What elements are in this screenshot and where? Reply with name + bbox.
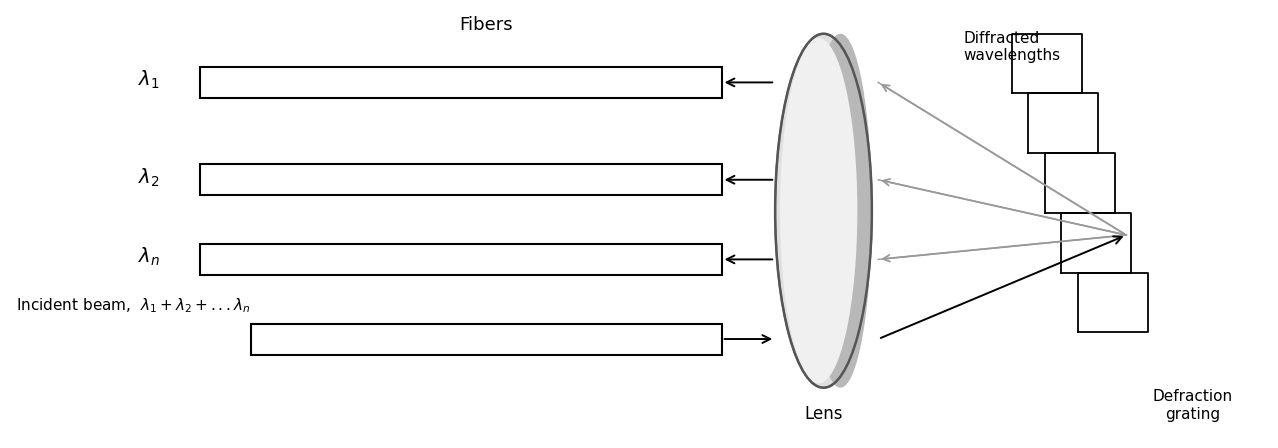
Text: $\lambda_n$: $\lambda_n$	[138, 246, 160, 268]
Ellipse shape	[780, 38, 858, 383]
Bar	[250, 323, 722, 354]
Text: Incident beam,  $\lambda_1 + \lambda_2 + ...\lambda_n$: Incident beam, $\lambda_1 + \lambda_2 + …	[15, 297, 250, 315]
Text: $\lambda_2$: $\lambda_2$	[138, 166, 160, 189]
Text: $\lambda_1$: $\lambda_1$	[138, 69, 160, 91]
Ellipse shape	[776, 34, 872, 388]
Bar	[199, 164, 722, 195]
Text: Defraction
grating: Defraction grating	[1153, 389, 1232, 422]
Text: Diffracted
wavelengths: Diffracted wavelengths	[964, 31, 1061, 63]
Bar	[199, 67, 722, 98]
Ellipse shape	[809, 34, 872, 388]
Text: Lens: Lens	[804, 405, 842, 423]
Text: Fibers: Fibers	[460, 16, 514, 34]
Bar	[199, 244, 722, 275]
